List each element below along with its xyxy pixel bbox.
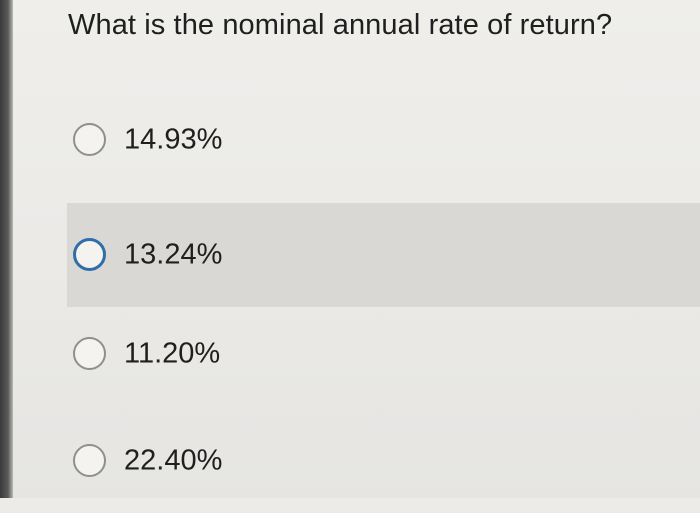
answer-option-3[interactable]: 11.20% [67, 302, 700, 406]
radio-button-icon[interactable] [73, 123, 106, 156]
radio-button-icon[interactable] [73, 337, 106, 370]
quiz-page: What is the nominal annual rate of retur… [13, 0, 700, 498]
answer-option-label: 11.20% [124, 337, 221, 370]
question-text: What is the nominal annual rate of retur… [68, 9, 613, 41]
answer-option-label: 14.93% [124, 123, 223, 156]
answer-option-label: 13.24% [124, 238, 223, 271]
answer-option-4[interactable]: 22.40% [67, 409, 700, 513]
radio-button-icon[interactable] [73, 238, 106, 271]
answer-option-1[interactable]: 14.93% [67, 88, 700, 192]
window-edge [0, 0, 13, 498]
answer-option-label: 22.40% [124, 444, 223, 477]
answer-option-2[interactable]: 13.24% [67, 203, 700, 307]
radio-button-icon[interactable] [73, 444, 106, 477]
